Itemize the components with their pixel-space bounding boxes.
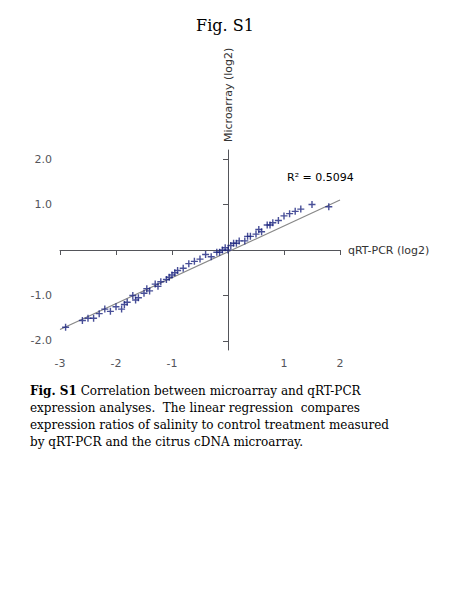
svg-text:-1.0: -1.0 (31, 289, 52, 302)
svg-text:-2.0: -2.0 (31, 334, 52, 347)
svg-text:Correlation between microarray: Correlation between microarray and qRT-P… (77, 384, 362, 398)
svg-text:1.0: 1.0 (35, 198, 53, 211)
svg-text:expression analyses. The line: expression analyses. The linear regressi… (30, 401, 360, 415)
svg-text:-2: -2 (111, 357, 122, 370)
svg-text:-1: -1 (167, 357, 178, 370)
svg-text:2: 2 (337, 357, 344, 370)
svg-text:-3: -3 (55, 357, 66, 370)
svg-text:Fig. S1: Fig. S1 (30, 384, 77, 398)
svg-text:qRT-PCR (log2): qRT-PCR (log2) (348, 244, 429, 257)
svg-text:expression ratios of salinity: expression ratios of salinity to control… (30, 418, 389, 432)
svg-text:by qRT-PCR and the citrus cDNA: by qRT-PCR and the citrus cDNA microarra… (30, 435, 303, 449)
svg-text:2.0: 2.0 (35, 153, 53, 166)
svg-text:1: 1 (281, 357, 288, 370)
svg-text:Fig. S1: Fig. S1 (196, 16, 254, 35)
svg-text:Microarray (log2): Microarray (log2) (222, 48, 235, 142)
svg-text:R² = 0.5094: R² = 0.5094 (287, 171, 354, 184)
